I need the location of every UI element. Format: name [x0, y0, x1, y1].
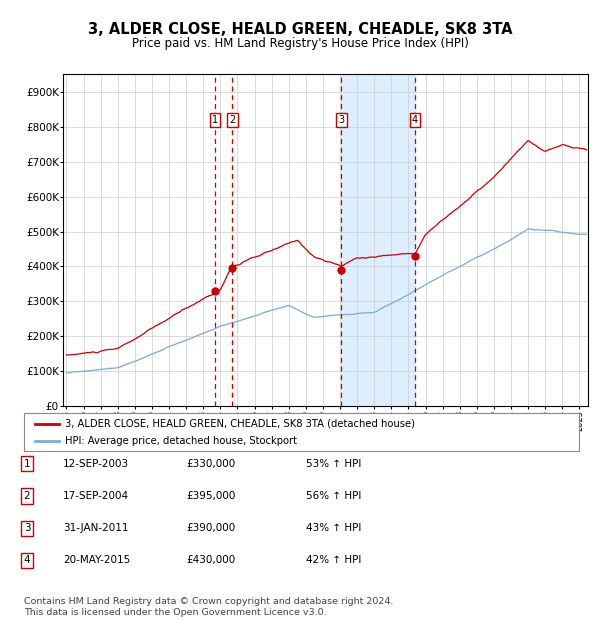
Text: 2: 2	[229, 115, 235, 125]
Text: £430,000: £430,000	[186, 556, 235, 565]
Text: 3, ALDER CLOSE, HEALD GREEN, CHEADLE, SK8 3TA (detached house): 3, ALDER CLOSE, HEALD GREEN, CHEADLE, SK…	[65, 418, 415, 428]
Text: £390,000: £390,000	[186, 523, 235, 533]
Text: £330,000: £330,000	[186, 459, 235, 469]
Text: Price paid vs. HM Land Registry's House Price Index (HPI): Price paid vs. HM Land Registry's House …	[131, 37, 469, 50]
Bar	[341, 74, 415, 406]
Text: 56% ↑ HPI: 56% ↑ HPI	[306, 491, 361, 501]
Text: 3: 3	[23, 523, 31, 533]
Text: 42% ↑ HPI: 42% ↑ HPI	[306, 556, 361, 565]
Text: 3: 3	[338, 115, 344, 125]
Text: 4: 4	[23, 556, 31, 565]
Text: 1: 1	[212, 115, 218, 125]
Text: 1: 1	[23, 459, 31, 469]
Text: HPI: Average price, detached house, Stockport: HPI: Average price, detached house, Stoc…	[65, 436, 297, 446]
Text: £395,000: £395,000	[186, 491, 235, 501]
Text: 3, ALDER CLOSE, HEALD GREEN, CHEADLE, SK8 3TA: 3, ALDER CLOSE, HEALD GREEN, CHEADLE, SK…	[88, 22, 512, 37]
Text: 17-SEP-2004: 17-SEP-2004	[63, 491, 129, 501]
Text: Contains HM Land Registry data © Crown copyright and database right 2024.
This d: Contains HM Land Registry data © Crown c…	[24, 598, 394, 617]
Text: 53% ↑ HPI: 53% ↑ HPI	[306, 459, 361, 469]
Text: 20-MAY-2015: 20-MAY-2015	[63, 556, 130, 565]
Text: 12-SEP-2003: 12-SEP-2003	[63, 459, 129, 469]
Text: 4: 4	[412, 115, 418, 125]
Text: 2: 2	[23, 491, 31, 501]
Text: 43% ↑ HPI: 43% ↑ HPI	[306, 523, 361, 533]
Text: 31-JAN-2011: 31-JAN-2011	[63, 523, 128, 533]
